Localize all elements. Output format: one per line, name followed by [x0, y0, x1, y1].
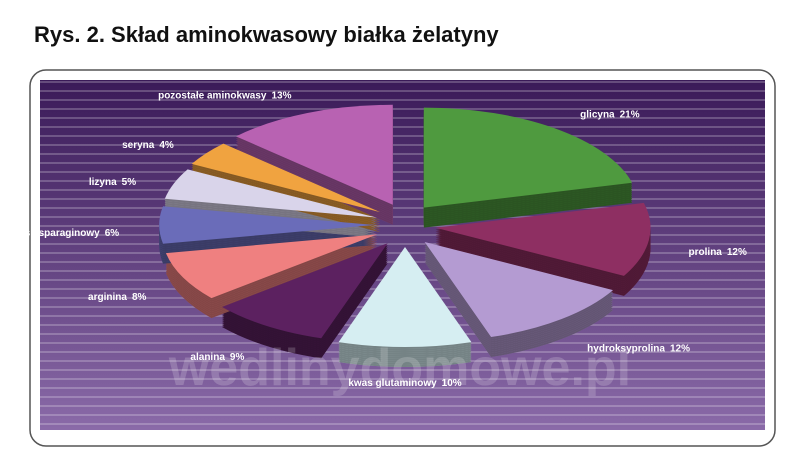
slice	[159, 206, 375, 244]
slice	[222, 243, 388, 339]
slice	[165, 234, 378, 299]
slice	[423, 107, 633, 208]
slice-label-name: lizyna	[89, 177, 117, 188]
slice-label-name: hydroksyprolina	[587, 343, 665, 354]
slice-label-value: 5%	[122, 177, 137, 188]
slice-label-name: kwas glutaminowy	[348, 378, 437, 389]
pie	[159, 104, 651, 367]
slice-label-value: 13%	[271, 90, 291, 101]
slice-label: kwas glutaminowy 10%	[348, 378, 461, 389]
slice-label-name: arginina	[88, 292, 127, 303]
slice-label: lizyna 5%	[89, 177, 136, 188]
slice-label-name: prolina	[689, 246, 723, 257]
chart-title: Rys. 2. Skład aminokwasowy białka żelaty…	[34, 22, 499, 47]
slice-label-value: 9%	[230, 352, 245, 363]
slice-label-name: alanina	[190, 352, 225, 363]
slice-label-value: 4%	[159, 139, 174, 150]
slice-label-value: 12%	[727, 246, 747, 257]
slice	[191, 143, 381, 213]
slice-label: hydroksyprolina 12%	[587, 343, 690, 354]
slice-label: pozostałe aminokwasy 13%	[158, 90, 291, 101]
slice-label-name: kwas asparaginowy	[6, 228, 100, 239]
slice-label: kwas asparaginowy 6%	[6, 228, 119, 239]
watermark: wedlinydomowe.pl	[168, 339, 631, 397]
slice	[338, 247, 472, 347]
slice	[164, 169, 377, 218]
slice-label-value: 8%	[132, 292, 147, 303]
slice-label: alanina 9%	[190, 352, 244, 363]
slice-label: prolina 12%	[689, 246, 747, 257]
slice	[424, 241, 614, 338]
slice-label-value: 6%	[105, 228, 120, 239]
slice-label-value: 10%	[442, 378, 462, 389]
slice	[236, 104, 393, 205]
slice-label-value: 21%	[620, 109, 640, 120]
slice-label-name: glicyna	[580, 109, 615, 120]
slice-label-name: seryna	[122, 139, 155, 150]
slice-label: arginina 8%	[88, 292, 146, 303]
slice-label: seryna 4%	[122, 139, 174, 150]
slice-label: glicyna 21%	[580, 109, 640, 120]
slice	[435, 202, 651, 276]
slice-label-name: pozostałe aminokwasy	[158, 90, 267, 101]
slice-label-value: 12%	[670, 343, 690, 354]
